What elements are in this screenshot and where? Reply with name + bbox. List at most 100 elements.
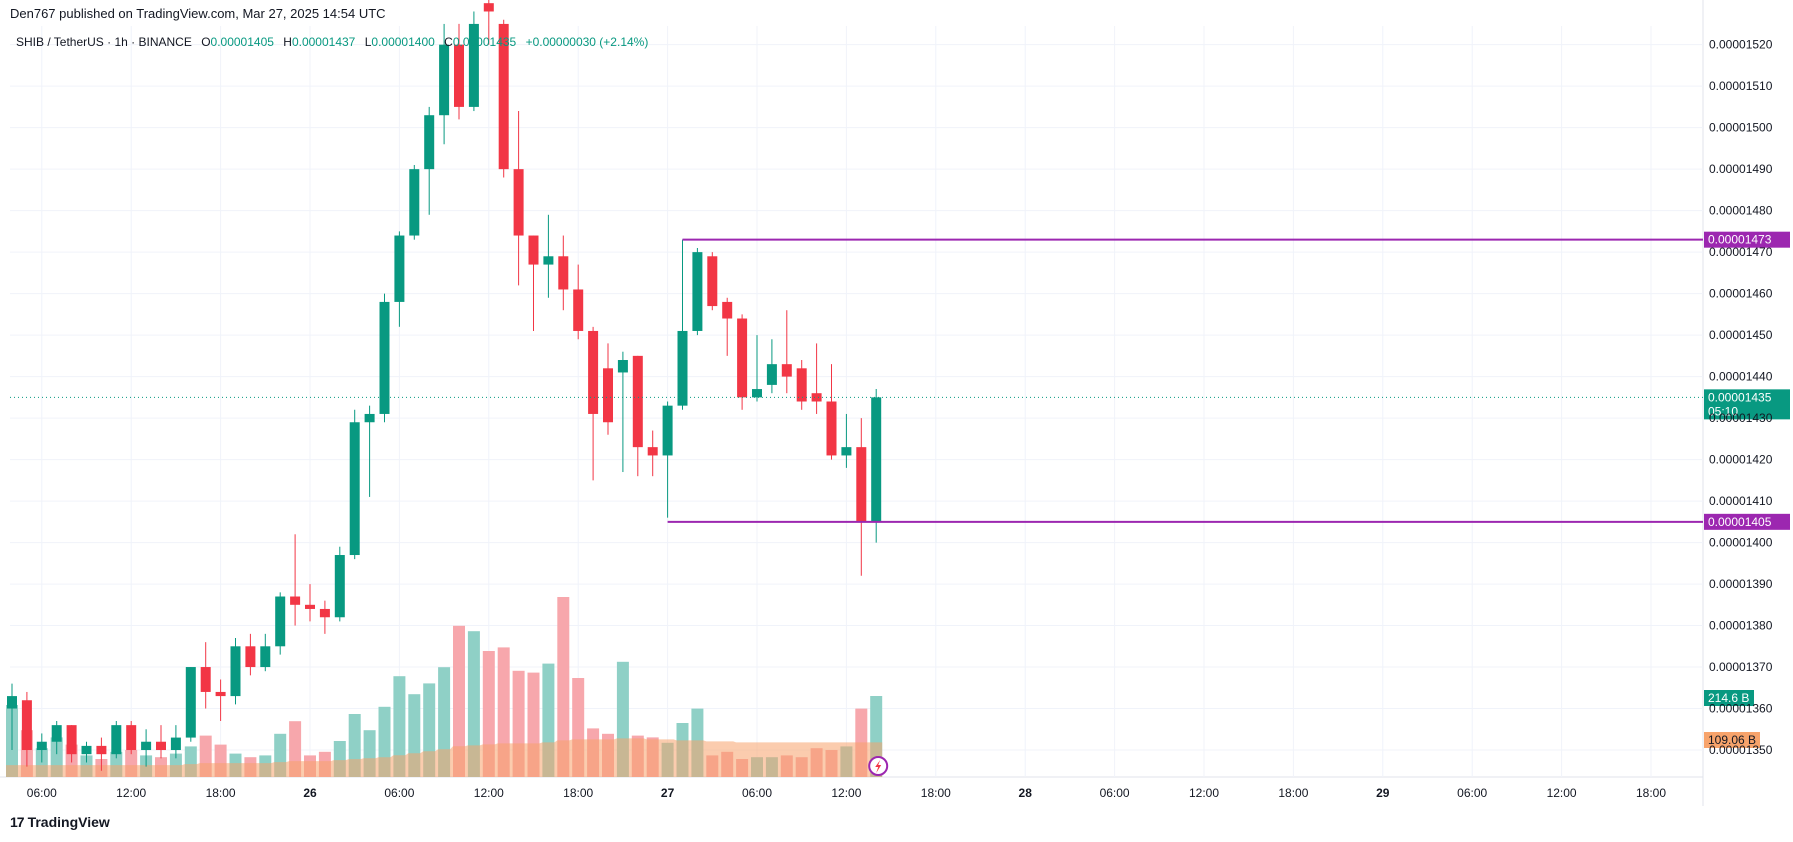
candle	[558, 235, 569, 311]
candle	[632, 355, 643, 477]
candle	[781, 310, 792, 394]
candle-body	[781, 364, 792, 377]
candle	[379, 293, 390, 423]
volume-bar	[453, 625, 465, 777]
candle-body	[245, 646, 256, 668]
time-tick-label: 29	[1376, 786, 1390, 800]
candle-body	[215, 691, 226, 697]
time-tick-label: 18:00	[563, 786, 593, 800]
price-tick-label: 0.00001480	[1709, 204, 1773, 218]
candle-body	[81, 745, 92, 755]
price-tick-label: 0.00001440	[1709, 370, 1773, 384]
candle	[796, 360, 807, 410]
price-tick-label: 0.00001510	[1709, 79, 1773, 93]
time-tick-label: 26	[303, 786, 317, 800]
candle-body	[662, 405, 673, 456]
candle-body	[96, 745, 107, 755]
candle-body	[141, 741, 152, 751]
candle-body	[7, 696, 17, 709]
candle-body	[573, 289, 584, 331]
candle	[737, 314, 748, 410]
candle	[81, 741, 92, 763]
time-tick-label: 12:00	[1189, 786, 1219, 800]
footer-brand: TradingView	[27, 814, 110, 830]
time-tick-label: 12:00	[831, 786, 861, 800]
candle-body	[468, 23, 479, 107]
candle-body	[632, 355, 643, 448]
price-tick-label: 0.00001370	[1709, 660, 1773, 674]
candle	[871, 389, 882, 543]
price-tick-label: 0.00001360	[1709, 702, 1773, 716]
candle-body	[66, 725, 77, 755]
time-tick-label: 27	[661, 786, 675, 800]
last-price-tag	[1704, 389, 1790, 420]
candle	[275, 592, 286, 655]
candle-body	[603, 368, 613, 423]
candle-body	[439, 44, 450, 116]
candle	[513, 111, 524, 286]
candle	[617, 351, 628, 473]
candle-body	[841, 447, 852, 456]
candle	[454, 23, 464, 120]
candle-body	[394, 235, 405, 302]
time-tick-label: 06:00	[27, 786, 57, 800]
legend-change: +0.00000030 (+2.14%)	[526, 35, 649, 49]
legend-o-label: O	[201, 35, 210, 49]
candle	[126, 720, 137, 755]
candle	[409, 164, 420, 240]
candle	[364, 405, 375, 497]
candle-body	[334, 555, 345, 618]
legend-l-label: L	[365, 35, 372, 49]
candle-body	[379, 301, 390, 414]
candle	[260, 633, 271, 672]
candle-body	[707, 256, 718, 307]
lightning-bolt-icon	[875, 760, 882, 773]
published-header: Den767 published on TradingView.com, Mar…	[10, 6, 386, 21]
candle	[766, 339, 777, 394]
tradingview-logo-icon: 17	[10, 814, 25, 830]
time-tick-label: 06:00	[384, 786, 414, 800]
candle	[528, 235, 539, 331]
time-tick-label: 18:00	[206, 786, 236, 800]
candle	[707, 252, 718, 311]
candle	[185, 667, 196, 742]
candle-body	[528, 235, 539, 265]
price-tick-label: 0.00001450	[1709, 328, 1773, 342]
time-tick-label: 06:00	[742, 786, 772, 800]
price-tick-label: 0.00001430	[1709, 411, 1773, 425]
symbol-legend[interactable]: SHIB / TetherUS · 1h · BINANCE O0.000014…	[16, 35, 648, 49]
candle	[21, 691, 32, 767]
candle-body	[200, 667, 211, 692]
candle	[468, 11, 479, 112]
candle	[305, 584, 315, 622]
candle	[36, 733, 47, 763]
candle-body	[766, 364, 777, 385]
price-tick-label: 0.00001500	[1709, 121, 1773, 135]
volume-value-tag	[1704, 690, 1754, 706]
tradingview-footer[interactable]: 17 TradingView	[10, 814, 110, 830]
volume-bar	[467, 631, 480, 777]
candle-body	[796, 368, 807, 402]
candle	[170, 725, 181, 759]
candle-body	[856, 447, 867, 522]
candle	[588, 326, 599, 481]
candle-body	[588, 330, 599, 414]
price-tick-label: 0.00001470	[1709, 245, 1773, 259]
time-tick-label: 12:00	[1547, 786, 1577, 800]
candle-body	[126, 725, 137, 751]
volume-value-label: 214.6 B	[1708, 691, 1749, 705]
candle-body	[290, 596, 301, 605]
candle	[424, 106, 435, 215]
candle	[215, 679, 226, 721]
candle-body	[692, 252, 703, 331]
legend-c-value: 0.00001435	[453, 35, 517, 49]
candle-body	[871, 397, 882, 522]
candle	[483, 0, 494, 45]
candle	[141, 729, 152, 767]
time-tick-label: 28	[1019, 786, 1033, 800]
candle	[394, 231, 405, 327]
candle-layer	[7, 0, 882, 771]
candle	[349, 409, 360, 560]
candle	[245, 633, 256, 676]
